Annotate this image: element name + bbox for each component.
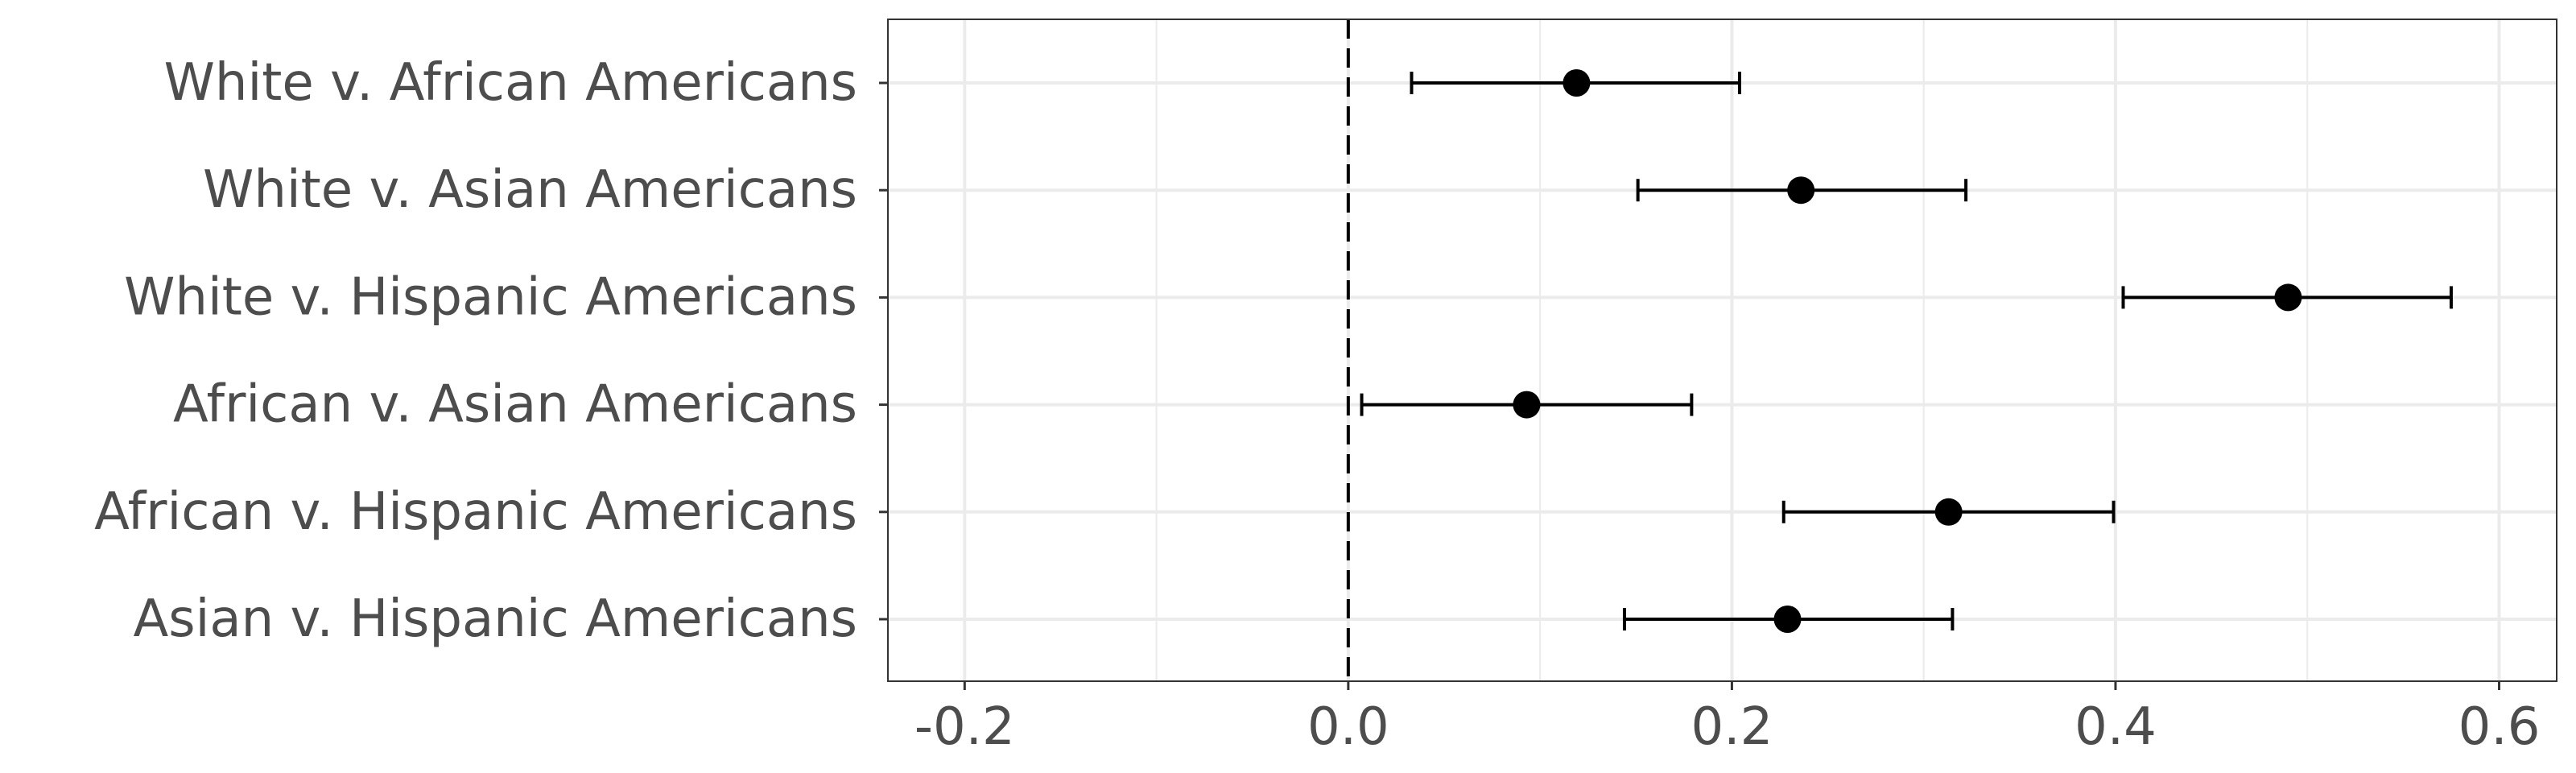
- data-point: [1563, 69, 1591, 97]
- y-tick-label: African v. Asian Americans: [173, 375, 857, 435]
- x-tick-label: 0.4: [2074, 697, 2157, 757]
- x-axis-tick-labels: -0.2 0.0 0.2 0.4 0.6: [914, 697, 2541, 757]
- y-axis-ticks: [879, 81, 888, 621]
- data-points: [1513, 69, 2302, 633]
- y-tick-label: White v. African Americans: [164, 53, 857, 113]
- y-tick-label: White v. Hispanic Americans: [124, 267, 857, 327]
- x-tick-label: -0.2: [914, 697, 1015, 757]
- panel-border: [887, 19, 2557, 682]
- y-tick-label: Asian v. Hispanic Americans: [134, 589, 858, 649]
- x-tick-label: 0.6: [2458, 697, 2541, 757]
- y-tick-label: White v. Asian Americans: [203, 160, 857, 220]
- data-point: [1934, 498, 1963, 526]
- y-axis-tick-labels: White v. African Americans White v. Asian…: [94, 53, 857, 649]
- data-point: [2274, 283, 2302, 312]
- data-point: [1513, 391, 1541, 419]
- y-tick-label: African v. Hispanic Americans: [94, 482, 857, 542]
- x-axis-ticks: [963, 681, 2501, 690]
- x-tick-label: 0.0: [1307, 697, 1389, 757]
- data-point: [1787, 176, 1815, 205]
- x-tick-label: 0.2: [1691, 697, 1773, 757]
- data-point: [1773, 606, 1802, 633]
